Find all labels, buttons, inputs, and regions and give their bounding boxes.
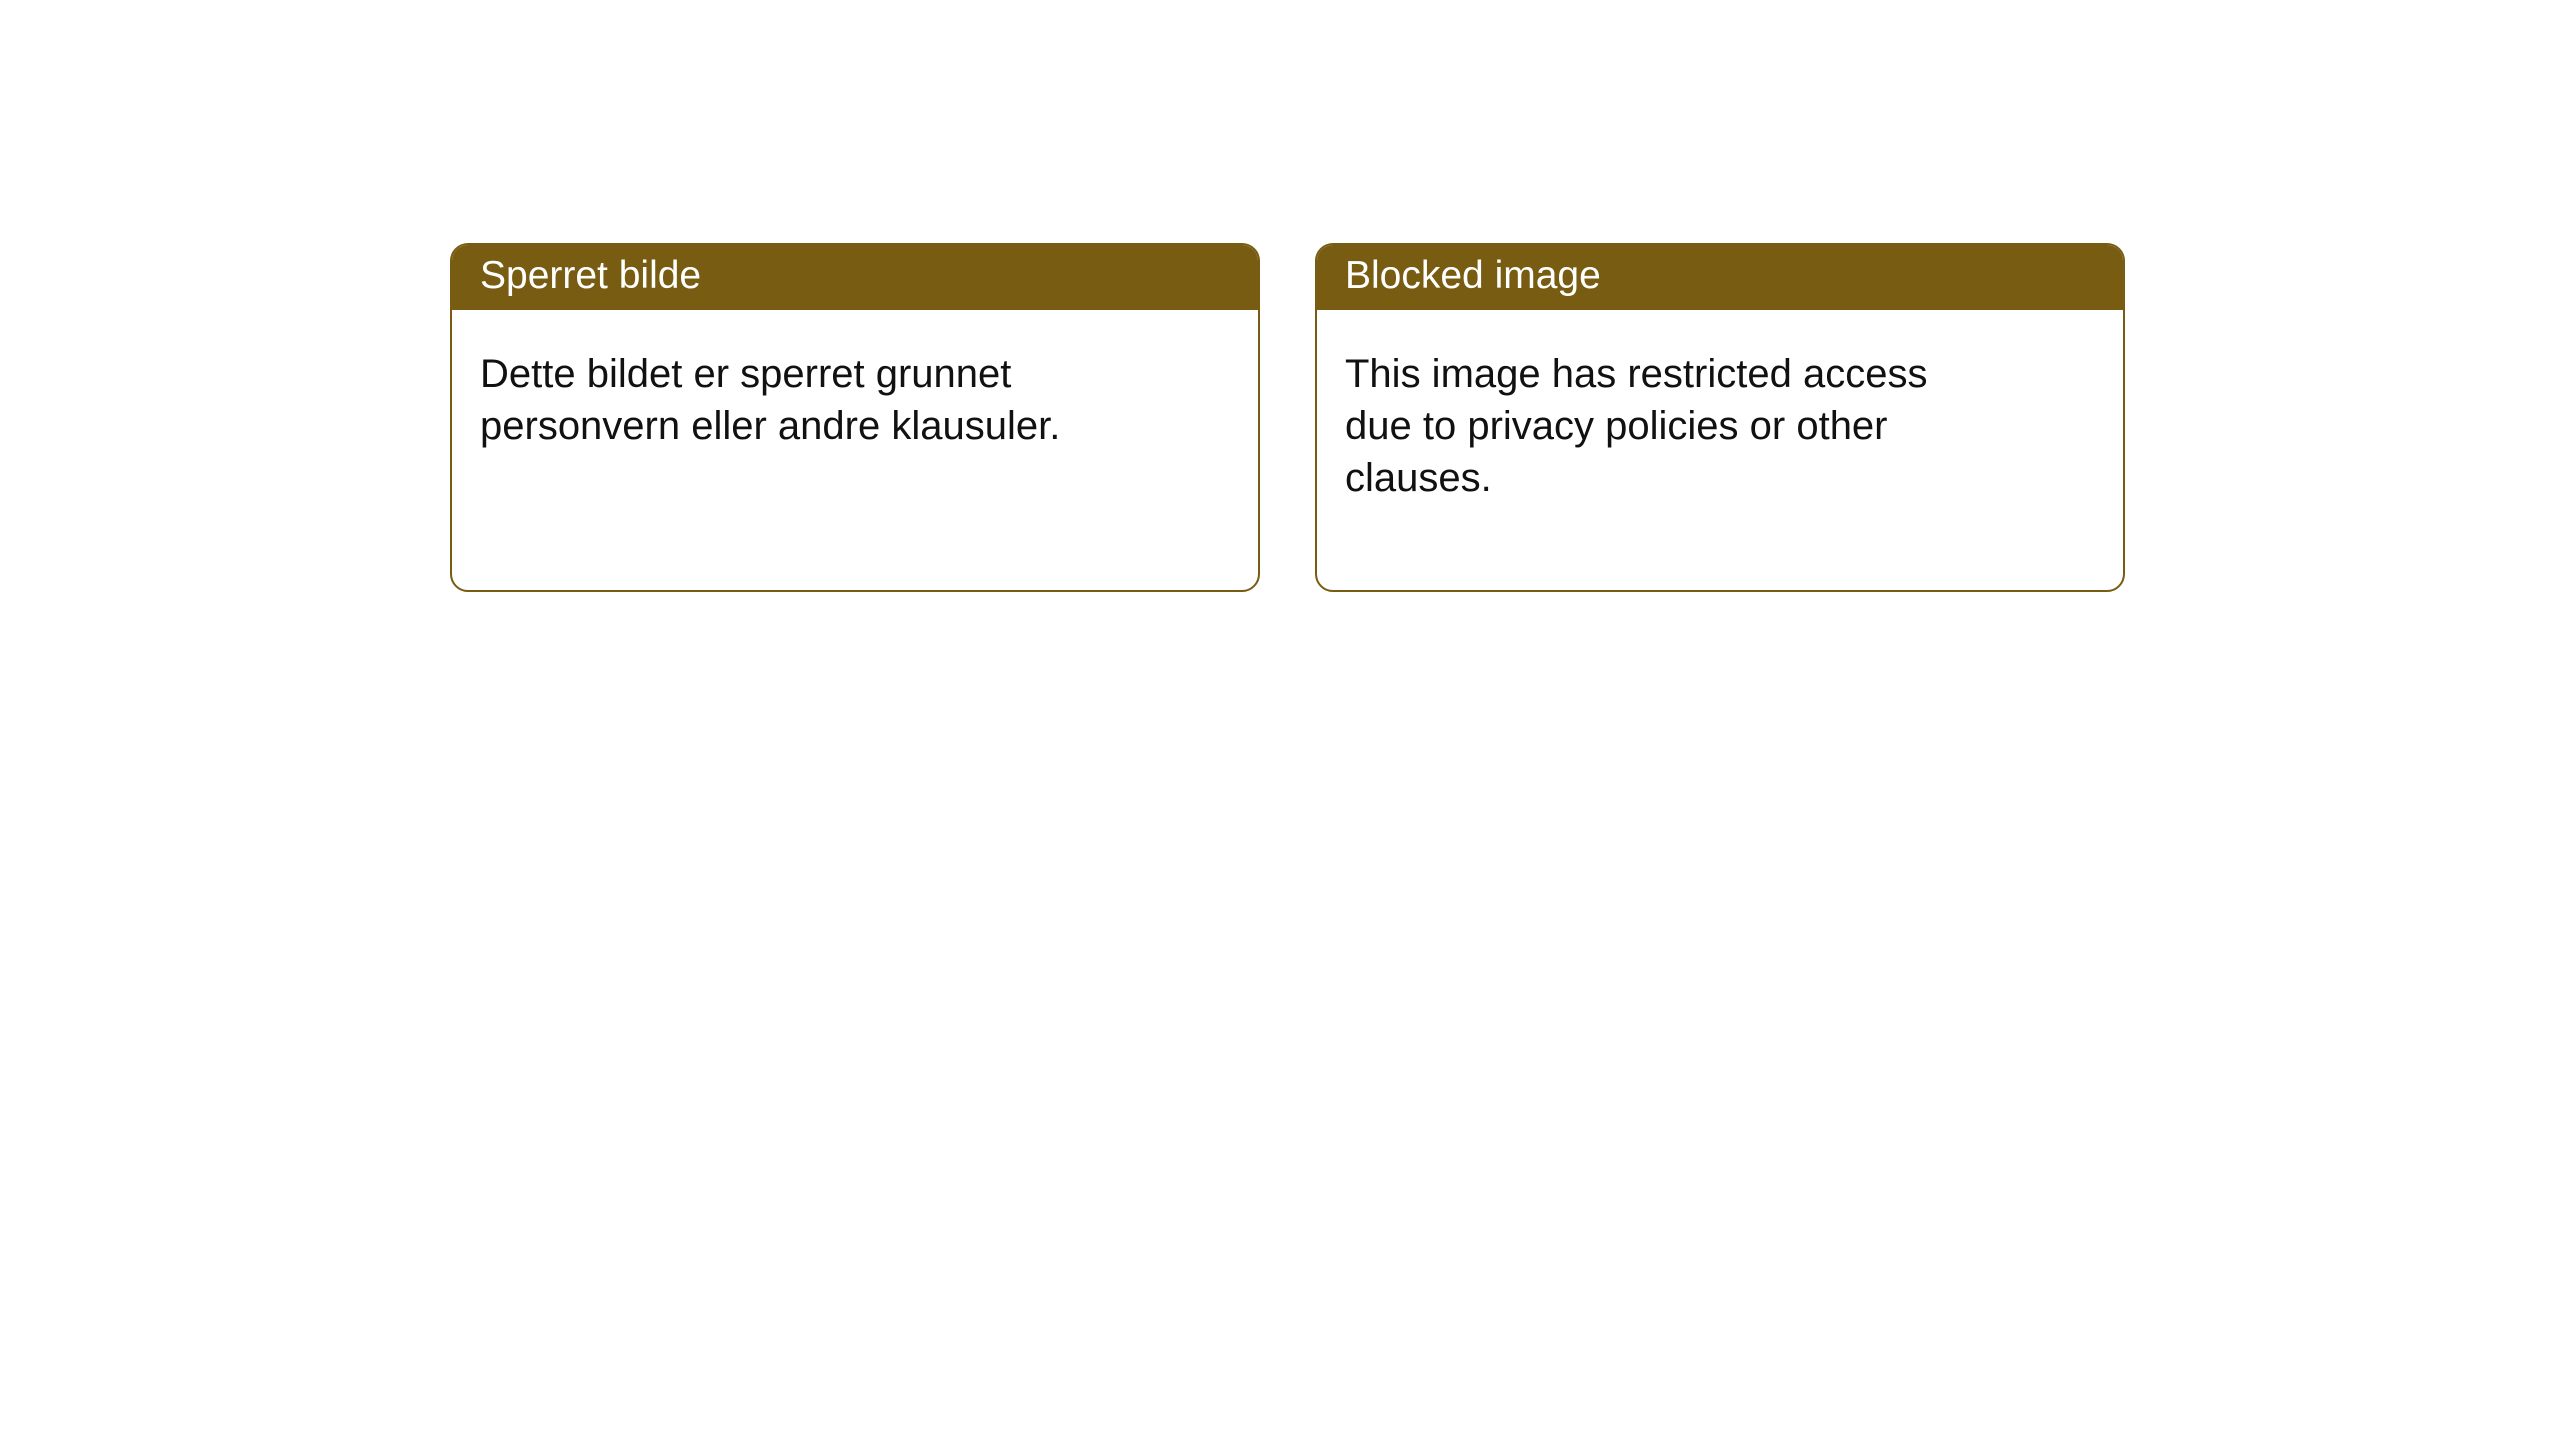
notice-title-english: Blocked image — [1317, 245, 2123, 310]
notice-body-norwegian: Dette bildet er sperret grunnet personve… — [452, 310, 1258, 590]
notice-body-english: This image has restricted access due to … — [1317, 310, 2123, 590]
notice-text-english: This image has restricted access due to … — [1345, 348, 2005, 504]
notice-title-norwegian: Sperret bilde — [452, 245, 1258, 310]
notice-card-norwegian: Sperret bilde Dette bildet er sperret gr… — [450, 243, 1260, 592]
notice-card-english: Blocked image This image has restricted … — [1315, 243, 2125, 592]
notice-text-norwegian: Dette bildet er sperret grunnet personve… — [480, 348, 1140, 452]
notice-container: Sperret bilde Dette bildet er sperret gr… — [450, 243, 2125, 592]
